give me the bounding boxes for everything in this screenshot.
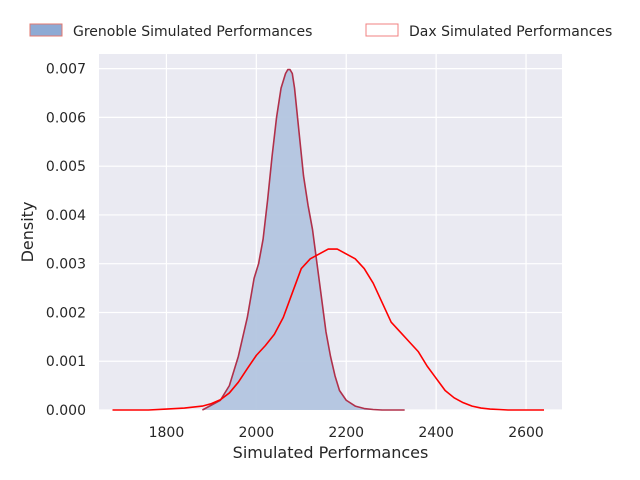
y-tick-label: 0.001	[46, 354, 86, 370]
x-tick-label: 2200	[328, 425, 364, 441]
legend-swatch-dax	[365, 23, 399, 37]
x-tick-label: 2000	[239, 425, 275, 441]
y-tick-label: 0.004	[46, 208, 86, 224]
y-tick-label: 0.007	[46, 62, 86, 78]
x-tick-label: 2600	[508, 425, 544, 441]
legend: Grenoble Simulated Performances Dax Simu…	[29, 23, 612, 40]
y-tick-label: 0.005	[46, 159, 86, 175]
y-tick-label: 0.003	[46, 257, 86, 273]
ticks: 1800 2000 2200 2400 2600 0.000 0.001 0.002 0.003…	[46, 62, 544, 441]
series-layer	[112, 68, 545, 411]
y-tick-label: 0.006	[46, 110, 86, 126]
legend-label-dax: Dax Simulated Performances	[409, 24, 612, 40]
x-tick-label: 1800	[149, 425, 185, 441]
series-outline-0	[202, 68, 405, 411]
series-area-0	[202, 69, 405, 411]
y-axis-label: Density	[18, 202, 37, 263]
y-tick-label: 0.002	[46, 305, 86, 321]
x-tick-label: 2400	[418, 425, 454, 441]
legend-swatch-grenoble	[29, 23, 63, 37]
plot-area	[99, 54, 562, 410]
legend-label-grenoble: Grenoble Simulated Performances	[73, 24, 312, 40]
x-axis-label: Simulated Performances	[233, 443, 429, 462]
grid	[99, 54, 562, 411]
series-line-1	[112, 248, 545, 411]
y-tick-label: 0.000	[46, 403, 86, 419]
